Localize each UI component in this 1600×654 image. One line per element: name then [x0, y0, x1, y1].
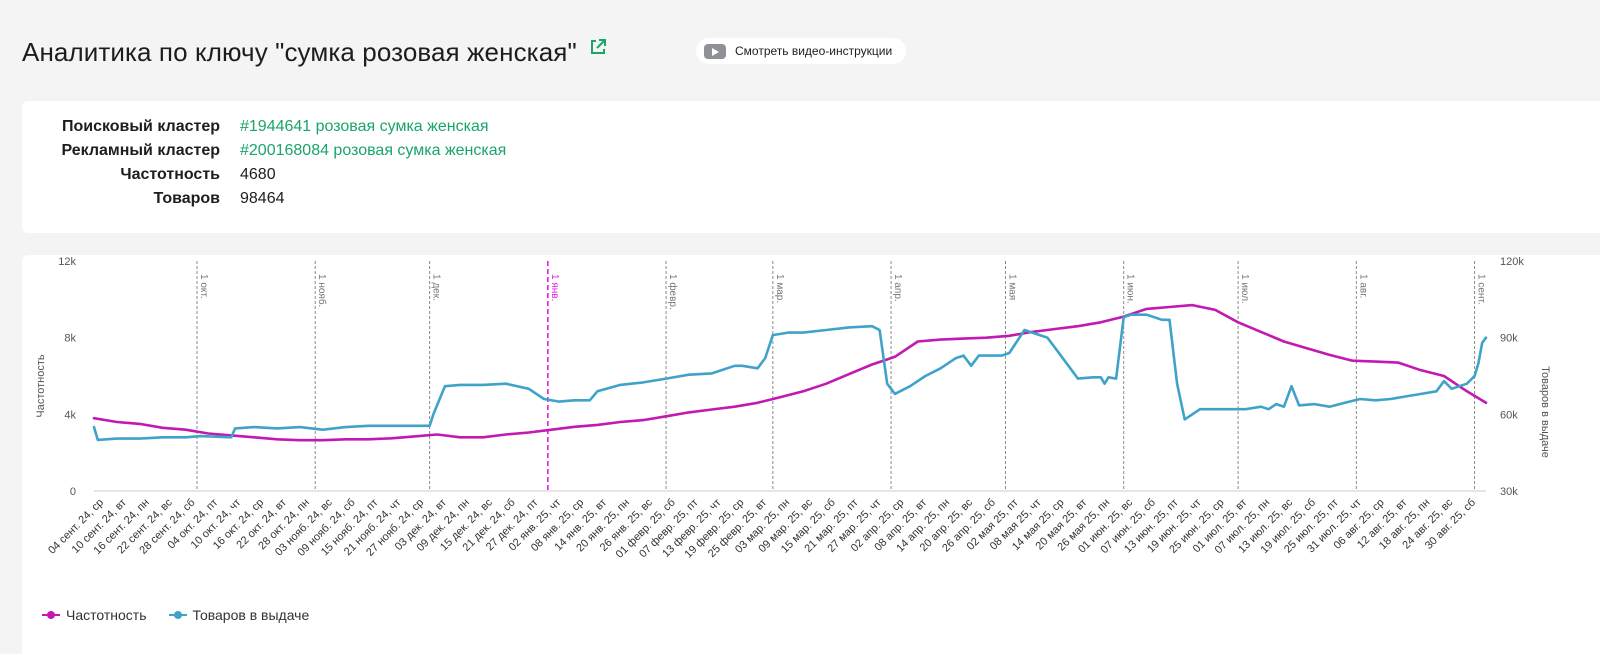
frequency-value: 4680 — [240, 166, 276, 183]
ad-cluster-link[interactable]: #200168084 розовая сумка женская — [240, 142, 507, 159]
legend-item-products[interactable]: Товаров в выдаче — [168, 607, 310, 623]
play-icon — [704, 43, 726, 59]
y-left-tick-2: 8k — [64, 333, 76, 345]
series-line-frequency — [92, 303, 1488, 442]
page-header: Аналитика по ключу "сумка розовая женска… — [22, 32, 607, 72]
legend-products-label: Товаров в выдаче — [192, 607, 310, 623]
y-right-tick-3: 120k — [1500, 256, 1524, 268]
month-marker-label-0: 1 окт. — [198, 274, 209, 299]
video-instructions-label: Смотреть видео-инструкции — [735, 44, 893, 58]
video-instructions-button[interactable]: Смотреть видео-инструкции — [696, 38, 907, 64]
legend-item-frequency[interactable]: Частотность — [42, 607, 147, 623]
y-left-tick-0: 0 — [70, 486, 76, 498]
legend-frequency-label: Частотность — [66, 607, 147, 623]
page-title: Аналитика по ключу "сумка розовая женска… — [22, 36, 577, 67]
ad-cluster-label: Рекламный кластер — [61, 142, 220, 159]
external-link-icon[interactable] — [589, 38, 607, 56]
month-marker-label-10: 1 авг. — [1357, 274, 1368, 298]
legend-frequency-marker — [42, 609, 60, 621]
y-right-tick-1: 60k — [1500, 409, 1518, 421]
month-marker-label-5: 1 мар. — [774, 274, 785, 303]
products-label: Товаров — [153, 190, 220, 207]
month-marker-label-4: 1 февр. — [667, 274, 679, 310]
search-cluster-link[interactable]: #1944641 розовая сумка женская — [240, 118, 489, 135]
chart-legend: Частотность Товаров в выдаче — [42, 607, 331, 623]
info-row-search-cluster: Поисковый кластер #1944641 розовая сумка… — [22, 115, 489, 139]
month-marker-label-8: 1 июн. — [1125, 274, 1136, 304]
legend-products-marker — [168, 609, 187, 621]
month-marker-label-3: 1 янв. — [549, 274, 560, 301]
search-cluster-label: Поисковый кластер — [61, 118, 220, 135]
y-left-tick-3: 12k — [58, 256, 76, 268]
month-marker-label-1: 1 нояб. — [316, 274, 328, 307]
month-marker-label-2: 1 дек. — [431, 274, 442, 301]
chart-card: 1 окт. 1 нояб. 1 дек. 1 янв. 1 февр. 1 мар. 1 … — [22, 255, 1600, 654]
y-left-tick-1: 4k — [64, 409, 76, 421]
month-marker-label-6: 1 апр. — [892, 274, 903, 302]
month-marker-label-9: 1 июл. — [1239, 274, 1250, 304]
y-right-axis-title: Товаров в выдаче — [1539, 366, 1551, 458]
analytics-chart: 1 окт. 1 нояб. 1 дек. 1 янв. 1 февр. 1 мар. 1 … — [35, 256, 1551, 561]
info-row-ad-cluster: Рекламный кластер #200168084 розовая сум… — [22, 139, 506, 163]
products-value: 98464 — [240, 190, 285, 207]
cluster-info-card: Поисковый кластер #1944641 розовая сумка… — [22, 101, 1600, 233]
y-right-tick-0: 30k — [1500, 486, 1518, 498]
month-marker-label-11: 1 сент. — [1476, 274, 1487, 305]
frequency-label: Частотность — [120, 166, 220, 183]
info-row-frequency: Частотность 4680 — [22, 163, 276, 187]
series-line-products — [92, 313, 1488, 442]
y-left-axis-title: Частотность — [35, 354, 47, 418]
y-right-tick-2: 90k — [1500, 333, 1518, 345]
info-row-products: Товаров 98464 — [22, 187, 285, 211]
month-marker-label-7: 1 мая — [1006, 274, 1017, 300]
